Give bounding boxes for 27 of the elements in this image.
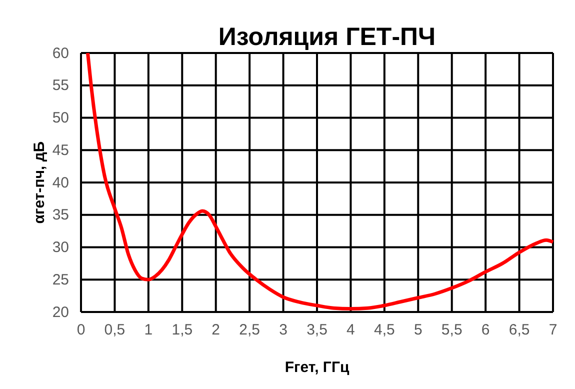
y-tick-label: 60 [52,44,69,62]
x-tick-label: 1 [144,322,153,339]
y-tick-label: 50 [52,110,69,127]
y-tick-label: 45 [52,142,69,159]
y-tick-label: 35 [52,206,69,224]
x-tick-label: 5 [414,322,422,339]
x-tick-label: 4 [346,322,355,339]
chart-title: Изоляция ГЕТ-ПЧ [218,23,436,51]
x-tick-label: 6 [481,322,490,339]
x-tick-label: 1,5 [172,322,193,339]
x-tick-label: 7 [548,322,558,339]
x-tick-label: 3 [279,322,288,339]
x-tick-label: 0 [76,322,86,339]
y-tick-label: 55 [52,77,69,94]
x-tick-label: 3,5 [306,322,328,339]
x-tick-label: 5,5 [441,322,462,339]
y-tick-label: 20 [52,304,69,321]
x-tick-label: 6,5 [508,322,530,339]
y-tick-label: 25 [52,271,69,288]
x-tick-label: 2,5 [239,322,260,339]
x-tick-label: 0,5 [104,322,126,339]
y-axis-title: αгет-пч, дБ [31,141,48,224]
x-tick-label: 2 [212,322,220,339]
y-tick-label: 30 [52,239,69,256]
x-axis-title: Fгет, ГГц [284,359,350,376]
y-tick-label: 40 [52,174,69,192]
x-tick-label: 4,5 [374,322,395,339]
